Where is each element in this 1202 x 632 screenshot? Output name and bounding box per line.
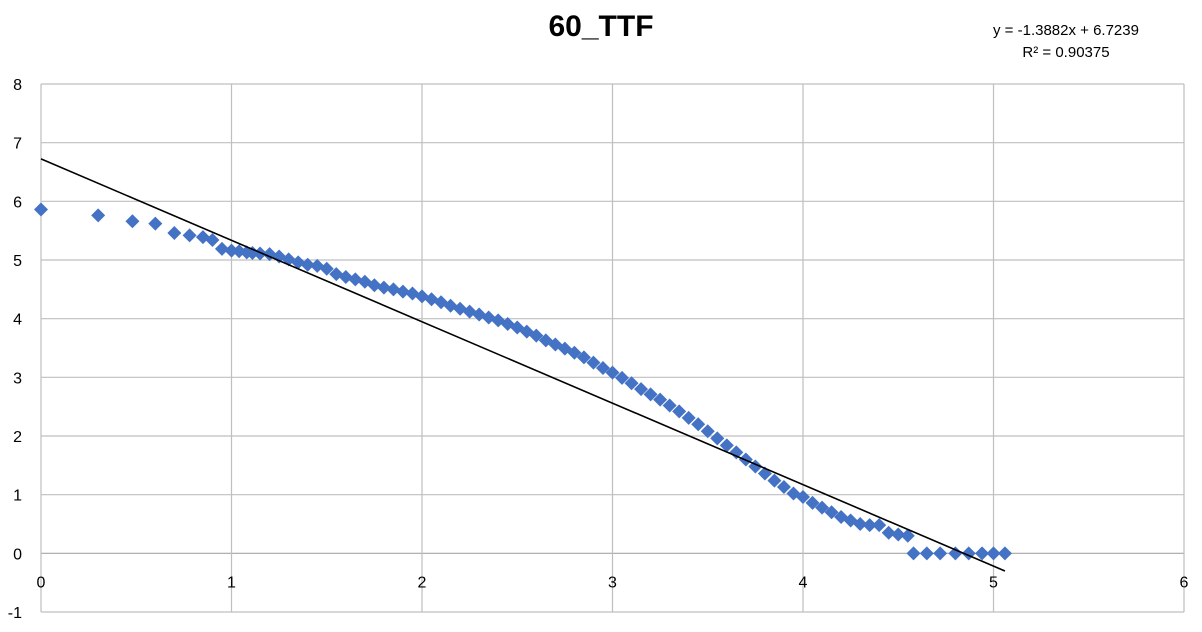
data-point <box>319 261 334 276</box>
data-point <box>919 546 934 561</box>
data-point <box>224 243 239 258</box>
chart-title: 60_TTF <box>548 10 654 43</box>
data-point <box>881 525 896 540</box>
data-point <box>232 244 247 259</box>
y-tick-label: 2 <box>13 429 22 446</box>
data-point <box>853 517 868 531</box>
y-tick-label: 3 <box>13 370 22 387</box>
data-point <box>997 546 1012 561</box>
data-point <box>182 228 197 243</box>
data-point <box>291 255 306 270</box>
data-point <box>624 376 639 391</box>
data-point <box>986 546 1001 561</box>
data-point <box>891 527 906 542</box>
data-point <box>862 518 877 533</box>
data-point <box>300 257 315 272</box>
data-point <box>586 355 601 370</box>
data-point <box>872 518 887 533</box>
data-point <box>805 495 820 510</box>
data-point <box>615 370 630 385</box>
data-point <box>214 241 229 256</box>
data-point <box>662 398 677 413</box>
r-squared-value: R² = 0.90375 <box>1022 44 1110 61</box>
data-points <box>34 202 1012 561</box>
data-point <box>975 546 990 561</box>
x-tick-label: 0 <box>37 574 46 591</box>
data-point <box>710 431 725 446</box>
data-point <box>643 387 658 402</box>
y-tick-label: 7 <box>13 136 22 153</box>
data-point <box>906 546 921 561</box>
data-point <box>634 382 649 397</box>
data-point <box>386 282 401 297</box>
x-tick-label: 6 <box>1180 574 1189 591</box>
trendline-equation: y = -1.3882x + 6.7239 <box>993 22 1139 39</box>
data-point <box>125 214 140 229</box>
y-tick-label: -1 <box>8 605 22 622</box>
data-point <box>91 208 106 223</box>
gridlines <box>40 83 1185 613</box>
data-point <box>605 365 620 380</box>
y-tick-label: 8 <box>13 77 22 94</box>
data-point <box>253 246 268 261</box>
data-point <box>691 417 706 432</box>
data-point <box>395 284 410 299</box>
data-point <box>167 226 182 241</box>
data-point <box>595 360 610 375</box>
x-tick-label: 5 <box>989 574 998 591</box>
y-tick-label: 1 <box>13 488 22 505</box>
data-point <box>776 480 791 495</box>
data-point <box>529 328 544 343</box>
y-tick-label: 6 <box>13 194 22 211</box>
x-tick-label: 4 <box>799 574 808 591</box>
data-point <box>948 546 963 561</box>
data-point <box>367 278 382 293</box>
data-point <box>34 202 48 217</box>
x-tick-label: 3 <box>608 574 617 591</box>
data-point <box>729 445 744 460</box>
data-point <box>824 505 839 520</box>
y-tick-label: 0 <box>13 546 22 563</box>
data-point <box>796 490 810 505</box>
data-point <box>205 233 220 248</box>
x-tick-label: 2 <box>418 574 427 591</box>
data-point <box>576 350 591 365</box>
data-point <box>719 438 734 453</box>
trendline-group <box>40 158 1006 572</box>
data-point <box>653 392 668 407</box>
data-point <box>933 546 948 561</box>
data-point <box>348 272 363 287</box>
data-point <box>681 410 696 425</box>
data-point <box>672 404 687 419</box>
data-point <box>338 270 353 285</box>
data-point <box>148 216 163 231</box>
y-tick-label: 4 <box>13 312 22 329</box>
data-point <box>767 473 782 488</box>
data-point <box>815 500 830 515</box>
data-point <box>900 528 915 543</box>
x-tick-label: 1 <box>227 574 236 591</box>
trendline-equation-box: y = -1.3882x + 6.7239 R² = 0.90375 <box>960 20 1172 64</box>
data-point <box>700 424 715 439</box>
tick-labels: -1 0 1 2 3 4 5 6 7 8 0 1 2 3 4 5 6 <box>8 77 1189 622</box>
data-point <box>567 345 582 360</box>
data-point <box>245 245 260 260</box>
y-tick-label: 5 <box>13 253 22 270</box>
trendline <box>40 158 1006 572</box>
data-point <box>376 280 391 295</box>
